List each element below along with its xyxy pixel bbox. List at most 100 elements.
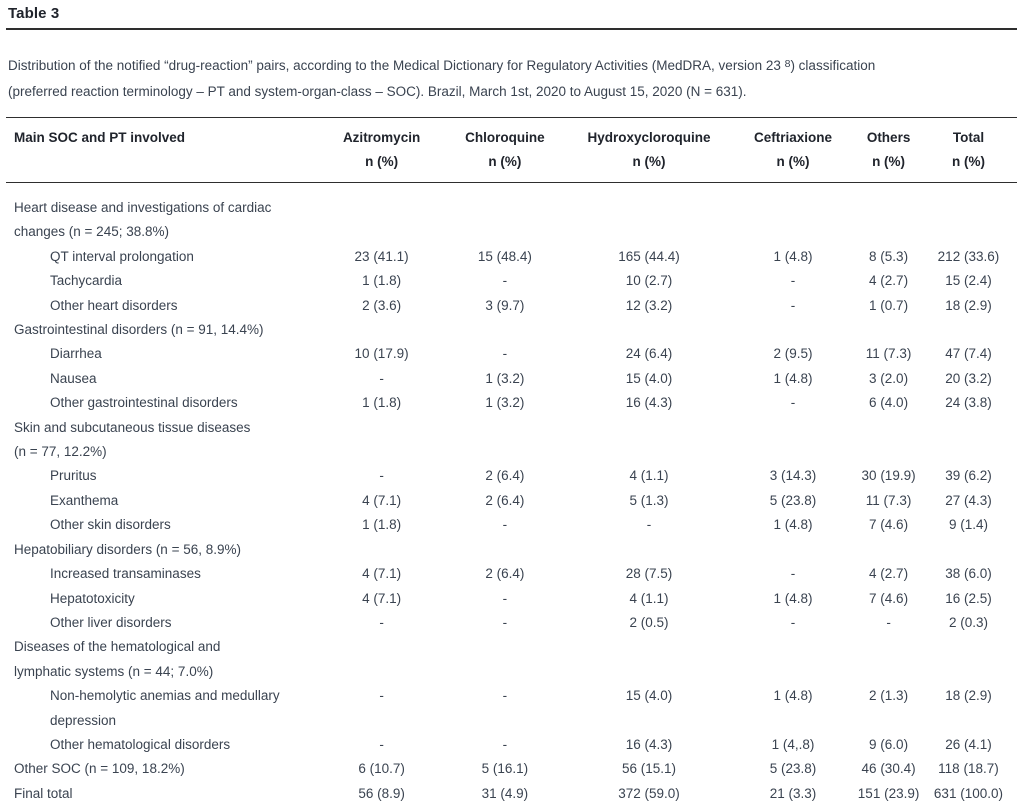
soc-row: Skin and subcutaneous tissue diseases (n… xyxy=(6,416,1017,465)
cell-value: 5 (23.8) xyxy=(769,492,817,508)
cell-value: 118 (18.7) xyxy=(938,761,999,777)
cell-value: - xyxy=(379,688,384,704)
cell-value xyxy=(441,318,569,342)
cell-value: 1 (3.2) xyxy=(485,395,525,411)
soc-row: Heart disease and investigations of card… xyxy=(6,183,1017,245)
column-header-label: Others xyxy=(866,130,911,145)
row-label: Pruritus xyxy=(50,468,97,484)
pt-row: Non-hemolytic anemias and medullary depr… xyxy=(6,684,1017,733)
cell-value xyxy=(920,416,1017,465)
citation-superscript: 8 xyxy=(784,58,791,70)
row-label: Final total xyxy=(14,785,73,801)
row-label: Nausea xyxy=(50,370,97,386)
cell-value: 1 (0.7) xyxy=(869,297,909,313)
cell-value: 1 (4.8) xyxy=(773,688,813,704)
cell-value: 5 (16.1) xyxy=(481,761,529,777)
cell-value: 23 (41.1) xyxy=(354,248,409,264)
cell-value: 4 (1.1) xyxy=(629,468,669,484)
cell-value xyxy=(322,416,440,465)
table-title: Table 3 xyxy=(8,5,60,22)
pt-row: Nausea - 1 (3.2) 15 (4.0) 1 (4.8) 3 (2.0) 20 (… xyxy=(6,367,1017,391)
cell-value: 2 (3.6) xyxy=(362,297,402,313)
row-label: Other gastrointestinal disorders xyxy=(50,395,238,411)
title-rule xyxy=(6,28,1017,30)
cell-value: 4 (7.1) xyxy=(362,590,402,606)
cell-value: 631 (100.0) xyxy=(933,785,1003,801)
column-header: Azitromycin n (%) xyxy=(322,117,441,183)
drug-reaction-table: Main SOC and PT involved Azitromycin n (%)… xyxy=(6,117,1017,809)
cell-value: - xyxy=(502,273,508,289)
cell-value: 2 (6.4) xyxy=(485,492,525,508)
cell-value: - xyxy=(502,346,508,362)
caption-text: Distribution of the notified “drug-react… xyxy=(8,58,785,73)
cell-value: 16 (4.3) xyxy=(625,395,673,411)
row-label: Hepatobiliary disorders (n = 56, 8.9%) xyxy=(14,541,241,557)
cell-value: 24 (6.4) xyxy=(625,346,673,362)
cell-value: 10 (17.9) xyxy=(354,346,409,362)
cell-value xyxy=(729,183,857,245)
cell-value: 1 (1.8) xyxy=(362,517,402,533)
cell-value: - xyxy=(790,395,796,411)
cell-value: 9 (6.0) xyxy=(869,736,909,752)
cell-value xyxy=(569,183,729,245)
cell-value: 1 (4.8) xyxy=(773,370,813,386)
cell-value: 16 (4.3) xyxy=(625,736,673,752)
pt-row: Other liver disorders - - 2 (0.5) - - 2 (0.3) xyxy=(6,611,1017,635)
cell-value: 8 (5.3) xyxy=(869,248,909,264)
column-header-label: Ceftriaxione xyxy=(754,130,833,145)
cell-value: 15 (4.0) xyxy=(625,688,673,704)
cell-value: 7 (4.6) xyxy=(869,517,909,533)
cell-value: - xyxy=(502,736,508,752)
cell-value xyxy=(857,635,920,684)
table-header: Main SOC and PT involved Azitromycin n (%)… xyxy=(6,117,1017,183)
cell-value xyxy=(920,318,1017,342)
cell-value xyxy=(729,635,857,684)
row-label: Other hematological disorders xyxy=(50,736,231,752)
cell-value: 4 (7.1) xyxy=(362,566,402,582)
caption-text: ) classification xyxy=(790,58,876,73)
cell-value: 372 (59.0) xyxy=(618,785,680,801)
summary-row: Other SOC (n = 109, 18.2%) 6 (10.7) 5 (16.… xyxy=(6,757,1017,781)
cell-value: 2 (9.5) xyxy=(773,346,813,362)
cell-value: 39 (6.2) xyxy=(945,468,992,484)
cell-value xyxy=(569,416,729,465)
cell-value: 6 (10.7) xyxy=(358,761,405,777)
cell-value: - xyxy=(646,517,652,533)
cell-value: 27 (4.3) xyxy=(945,492,992,508)
soc-row: Gastrointestinal disorders (n = 91, 14.4… xyxy=(6,318,1017,342)
row-label: Other liver disorders xyxy=(50,614,172,630)
cell-value: 2 (0.3) xyxy=(948,614,988,630)
cell-value: 2 (0.5) xyxy=(629,614,669,630)
cell-value: 3 (2.0) xyxy=(869,370,909,386)
table-caption: Distribution of the notified “drug-react… xyxy=(6,51,1017,105)
cell-value xyxy=(857,416,920,465)
table-body: Heart disease and investigations of card… xyxy=(6,183,1017,809)
cell-value: 151 (23.9) xyxy=(857,785,920,801)
row-label: Exanthema xyxy=(50,492,119,508)
cell-value: 4 (1.1) xyxy=(629,590,669,606)
caption-line-2: (preferred reaction terminology – PT and… xyxy=(8,84,747,99)
row-label: Increased transaminases xyxy=(50,566,201,582)
cell-value: 30 (19.9) xyxy=(861,468,916,484)
cell-value xyxy=(729,538,857,562)
cell-value: 1 (4.8) xyxy=(773,248,813,264)
pt-row: Other heart disorders 2 (3.6) 3 (9.7) 12 (3… xyxy=(6,294,1017,318)
cell-value: 4 (7.1) xyxy=(362,492,402,508)
cell-value: 28 (7.5) xyxy=(625,566,673,582)
cell-value xyxy=(920,183,1017,245)
column-header-label: Azitromycin xyxy=(342,130,421,145)
column-header-subtext: n (%) xyxy=(365,154,399,169)
pt-row: Pruritus - 2 (6.4) 4 (1.1) 3 (14.3) 30 (19.9)… xyxy=(6,464,1017,488)
cell-value xyxy=(729,416,857,465)
row-label: Hepatotoxicity xyxy=(50,590,135,606)
cell-value xyxy=(322,318,440,342)
column-header-subtext: n (%) xyxy=(488,154,522,169)
row-label: Other SOC (n = 109, 18.2%) xyxy=(14,761,185,777)
cell-value: 26 (4.1) xyxy=(945,736,992,752)
cell-value: 18 (2.9) xyxy=(945,688,992,704)
cell-value: - xyxy=(502,517,508,533)
cell-value: 47 (7.4) xyxy=(945,346,992,362)
cell-value: 1 (1.8) xyxy=(362,273,402,289)
summary-row: Final total 56 (8.9) 31 (4.9) 372 (59.0) 21 … xyxy=(6,782,1017,809)
cell-value: 16 (2.5) xyxy=(945,590,992,606)
